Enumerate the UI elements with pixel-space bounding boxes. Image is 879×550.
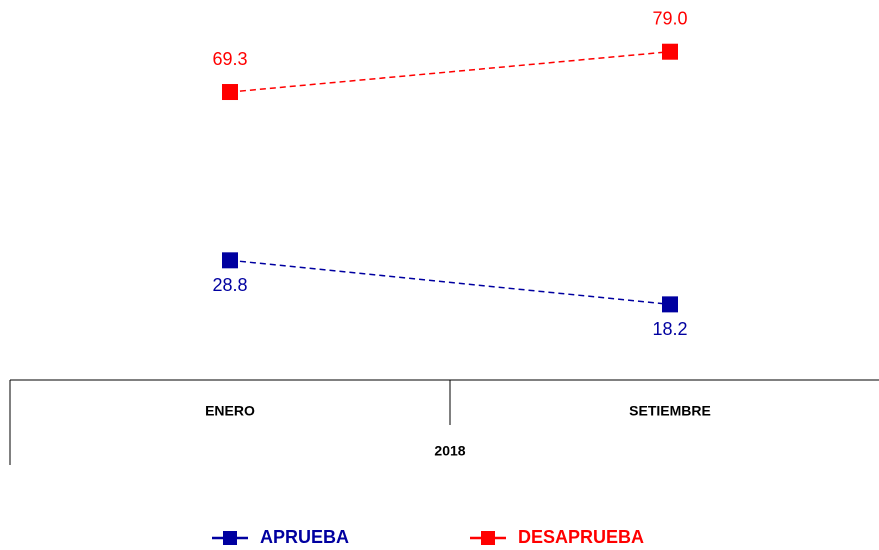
data-label: 18.2 <box>652 319 687 339</box>
data-label: 28.8 <box>212 275 247 295</box>
point-marker <box>222 252 238 269</box>
data-label: 79.0 <box>652 8 687 28</box>
x-tick-label: ENERO <box>205 403 255 419</box>
point-marker <box>662 43 678 60</box>
point-marker <box>222 84 238 101</box>
legend-label: DESAPRUEBA <box>518 527 644 547</box>
legend-swatch <box>481 531 495 545</box>
series-line <box>229 50 671 93</box>
legend-label: APRUEBA <box>260 527 349 547</box>
data-label: 69.3 <box>212 49 247 69</box>
legend-swatch <box>223 531 237 545</box>
x-tick-label: SETIEMBRE <box>629 403 711 419</box>
series-line <box>229 259 671 306</box>
point-marker <box>662 296 678 313</box>
x-group-label: 2018 <box>434 443 465 459</box>
